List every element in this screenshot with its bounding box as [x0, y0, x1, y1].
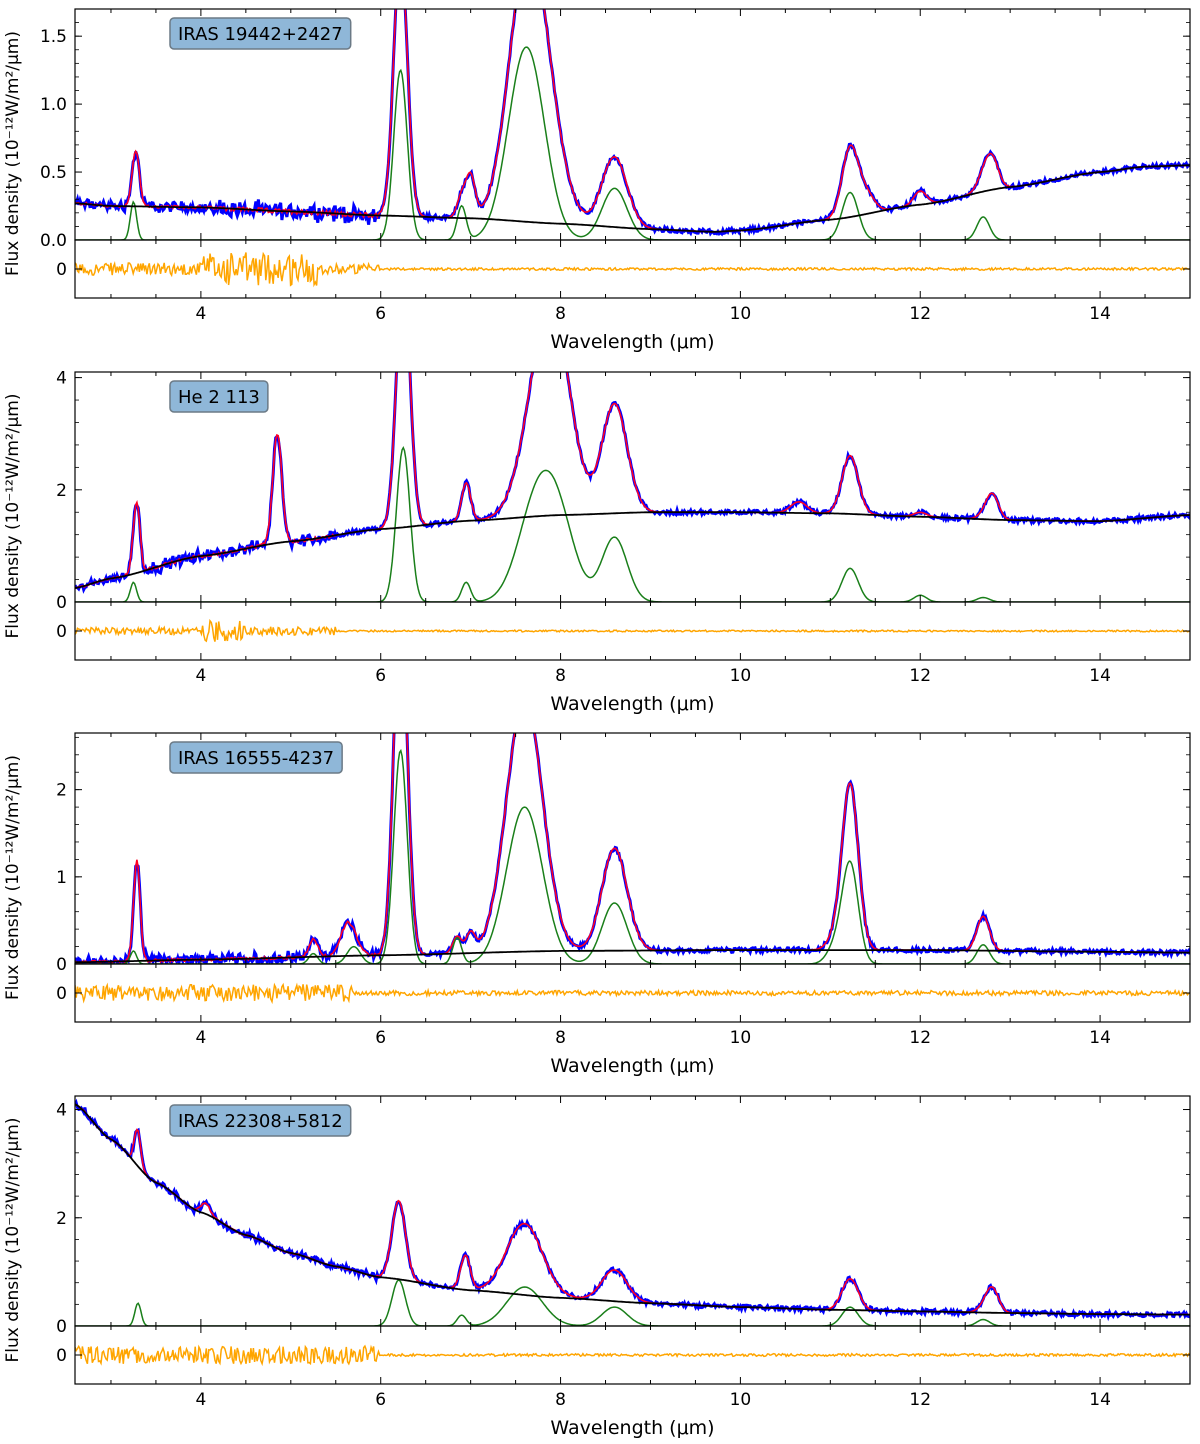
residual-line: [75, 251, 1190, 288]
object-label: He 2 113: [178, 387, 260, 408]
model-fit-line: [75, 9, 1190, 233]
residual-y-tick-label: 0: [56, 260, 67, 280]
x-tick-label: 14: [1089, 1390, 1111, 1410]
continuum-line: [75, 1103, 1190, 1316]
y-tick-label: 1.0: [40, 95, 67, 115]
x-tick-label: 8: [555, 304, 566, 324]
x-tick-label: 12: [909, 304, 931, 324]
y-axis-label: Flux density (10⁻¹²W/m²/μm): [3, 755, 23, 1000]
x-tick-label: 12: [909, 666, 931, 686]
y-tick-label: 1.5: [40, 27, 67, 47]
residual-line: [75, 618, 1190, 643]
object-label: IRAS 16555-4237: [178, 748, 334, 769]
x-tick-label: 6: [375, 304, 386, 324]
x-tick-label: 6: [375, 1390, 386, 1410]
x-tick-label: 8: [555, 1028, 566, 1048]
continuum-line: [75, 949, 1190, 964]
y-tick-label: 0.0: [40, 231, 67, 251]
x-tick-label: 10: [730, 304, 752, 324]
object-label-box: [169, 1104, 352, 1137]
x-tick-label: 14: [1089, 1028, 1111, 1048]
object-label: IRAS 19442+2427: [178, 24, 343, 45]
y-tick-label: 0: [56, 593, 67, 613]
x-tick-label: 10: [730, 1028, 752, 1048]
pah-component-line: [75, 748, 1190, 964]
residual-area: [75, 251, 1190, 288]
x-tick-label: 8: [555, 666, 566, 686]
x-axis-label: Wavelength (μm): [550, 693, 714, 715]
panel-2: 4 6 8 10 12 14 0 2 4 0 Wavelength (μm) Flux density…: [3, 369, 1191, 715]
residual-area: [75, 1344, 1190, 1367]
y-tick-label: 4: [56, 369, 67, 389]
x-axis-label: Wavelength (μm): [550, 1055, 714, 1077]
x-tick-label: 4: [195, 666, 206, 686]
x-tick-label: 4: [195, 1390, 206, 1410]
x-tick-label: 14: [1089, 304, 1111, 324]
continuum-line: [75, 164, 1190, 233]
observed-spectrum-line: [75, 372, 1190, 594]
y-axis-label: Flux density (10⁻¹²W/m²/μm): [3, 1118, 23, 1363]
residual-y-tick-label: 0: [56, 984, 67, 1004]
plot-area: [75, 733, 1190, 964]
residual-area: [75, 618, 1190, 643]
plot-area: [75, 372, 1190, 602]
pah-component-line: [75, 1279, 1190, 1326]
y-axis-label: Flux density (10⁻¹²W/m²/μm): [3, 394, 23, 639]
residual-area: [75, 982, 1190, 1005]
panel-4: 4 6 8 10 12 14 0 2 4 0 Wavelength (μm) Flux density…: [3, 1095, 1191, 1439]
x-tick-label: 6: [375, 666, 386, 686]
y-tick-label: 0: [56, 955, 67, 975]
plot-area: [75, 1098, 1190, 1326]
residual-line: [75, 1344, 1190, 1367]
model-fit-line: [75, 372, 1190, 590]
y-tick-label: 2: [56, 781, 67, 801]
y-tick-label: 2: [56, 481, 67, 501]
object-label-box: [169, 380, 269, 413]
y-tick-label: 1: [56, 868, 67, 888]
residual-y-tick-label: 0: [56, 1346, 67, 1366]
continuum-line: [75, 511, 1190, 589]
x-tick-label: 4: [195, 1028, 206, 1048]
object-label-box: [169, 741, 343, 774]
y-tick-label: 0.5: [40, 163, 67, 183]
x-tick-label: 12: [909, 1028, 931, 1048]
residual-line: [75, 982, 1190, 1005]
y-tick-label: 4: [56, 1101, 67, 1121]
x-axis-label: Wavelength (μm): [550, 331, 714, 353]
x-tick-label: 4: [195, 304, 206, 324]
x-tick-label: 8: [555, 1390, 566, 1410]
x-tick-label: 12: [909, 1390, 931, 1410]
y-tick-label: 0: [56, 1317, 67, 1337]
x-tick-label: 14: [1089, 666, 1111, 686]
x-tick-label: 10: [730, 666, 752, 686]
panel-1: 4 6 8 10 12 14 0.0 0.5 1.0 1.5 0 Wavelength (μm) Flu…: [3, 8, 1191, 353]
x-tick-label: 10: [730, 1390, 752, 1410]
residual-y-tick-label: 0: [56, 622, 67, 642]
y-tick-label: 2: [56, 1209, 67, 1229]
x-tick-label: 6: [375, 1028, 386, 1048]
object-label: IRAS 22308+5812: [178, 1111, 343, 1132]
y-axis-label: Flux density (10⁻¹²W/m²/μm): [3, 31, 23, 276]
pah-component-line: [75, 445, 1190, 602]
object-label-box: [169, 17, 352, 50]
x-axis-label: Wavelength (μm): [550, 1417, 714, 1439]
